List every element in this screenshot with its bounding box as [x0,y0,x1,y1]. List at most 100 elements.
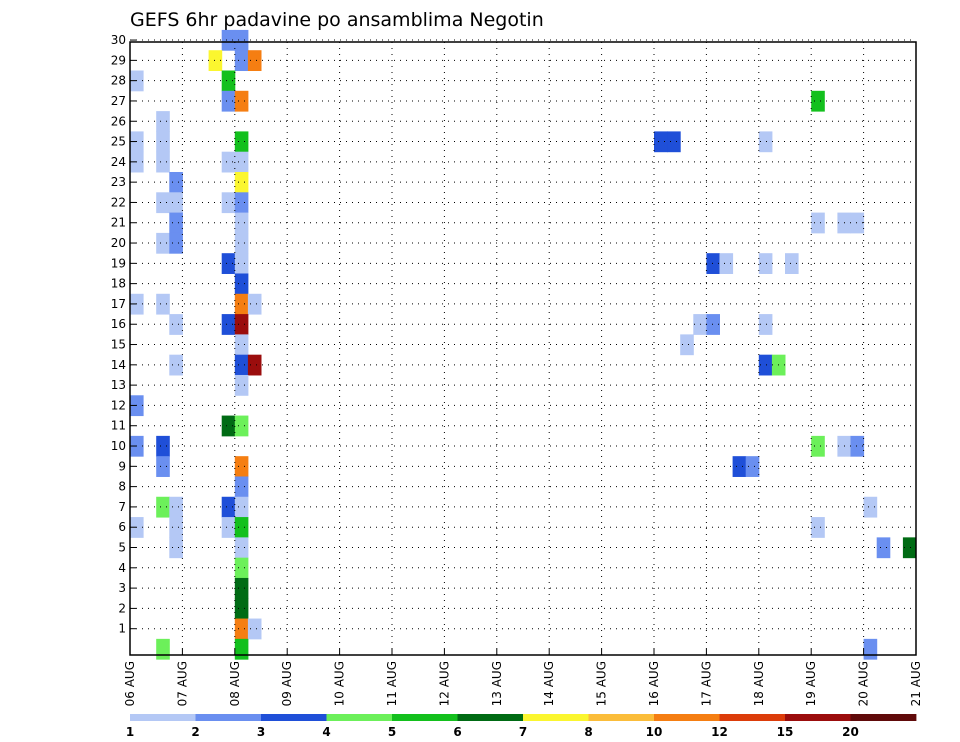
heatmap-cell [156,435,170,457]
colorbar-tick-label: 4 [322,725,330,739]
heatmap-cell [221,496,236,518]
y-tick-label: 7 [118,500,126,514]
heatmap-cell [156,192,170,214]
heatmap-cell [234,577,249,599]
heatmap-cell [234,29,249,51]
colorbar-tick-label: 5 [388,725,396,739]
y-tick-label: 18 [111,277,126,291]
heatmap-cell [169,537,183,559]
x-tick-label: 20 AUG [857,661,871,706]
heatmap-cell [234,151,249,173]
y-tick-label: 29 [111,53,126,67]
heatmap-cell [719,253,734,274]
heatmap-cell [234,293,249,315]
y-tick-label: 6 [118,520,126,534]
y-tick-label: 19 [111,256,126,270]
y-tick-label: 22 [111,195,126,209]
heatmap-cell [221,151,236,173]
heatmap-cell [758,354,773,376]
y-tick-label: 13 [111,378,126,392]
heatmap-cell [221,314,236,335]
heatmap-cell [234,557,249,579]
heatmap-cell [234,232,249,254]
colorbar-tick-label: 2 [191,725,199,739]
heatmap-cell [156,638,170,660]
colorbar-tick-label: 6 [453,725,461,739]
y-tick-label: 20 [111,236,126,250]
colorbar-segment [850,714,917,721]
y-tick-label: 15 [111,338,126,352]
heatmap-cell [234,131,249,153]
heatmap-cell [876,537,891,559]
x-tick-label: 09 AUG [280,661,294,706]
heatmap-cell [221,70,236,92]
heatmap-cell [234,171,249,193]
heatmap-cell [234,212,249,234]
heatmap-cell [247,618,262,640]
heatmap-cell [234,517,249,538]
x-tick-label: 06 AUG [123,661,137,706]
heatmap-cell [706,314,720,335]
heatmap-cell [156,496,170,518]
heatmap-cell [169,171,183,193]
heatmap-cell [156,456,170,477]
y-tick-label: 25 [111,135,126,149]
colorbar-segment [195,714,262,721]
y-tick-label: 23 [111,175,126,189]
heatmap-cell [863,496,878,518]
heatmap-cell [811,90,825,112]
x-tick-label: 07 AUG [175,661,189,706]
x-tick-label: 18 AUG [752,661,766,706]
plot-frame [129,41,917,656]
heatmap-cell [234,456,249,477]
colorbar-tick-label: 10 [646,725,663,739]
heatmap-cell [758,253,773,274]
heatmap-cell [234,638,249,660]
x-tick-label: 15 AUG [595,661,609,706]
heatmap-cell [247,293,262,315]
heatmap-cell [667,131,681,153]
grid-layer [130,39,916,655]
heatmap-cell [221,517,236,538]
colorbar-segment [588,714,655,721]
x-tick-label: 11 AUG [385,661,399,706]
heatmap-cell [156,232,170,254]
x-tick-label: 12 AUG [437,661,451,706]
y-tick-label: 8 [118,480,126,494]
y-tick-label: 30 [111,33,126,47]
colorbar-segment [654,714,720,721]
y-tick-label: 1 [118,622,126,636]
heatmap-cell [234,273,249,295]
y-tick-label: 4 [118,561,126,575]
colorbar-tick-label: 15 [777,725,794,739]
y-tick-label: 11 [111,419,126,433]
x-tick-label: 14 AUG [542,661,556,706]
heatmap-cell [234,50,249,72]
heatmap-cell [234,253,249,274]
x-tick-label: 10 AUG [333,661,347,706]
heatmap-cell [169,192,183,214]
heatmap-cell [234,374,249,396]
heatmap-cell [247,50,262,72]
heatmap-cell [234,476,249,498]
heatmap-cell [902,537,917,559]
heatmap-cell [758,131,773,153]
y-tick-label: 12 [111,398,126,412]
heatmap-cell [169,354,183,376]
y-tick-label: 17 [111,297,126,311]
heatmap-cell [811,212,825,234]
colorbar-segment [261,714,327,721]
colorbar-segment [523,714,589,721]
heatmap-cell [850,435,865,457]
heatmap-cell [234,618,249,640]
heatmap-cell [234,192,249,214]
heatmap-cell [221,29,236,51]
colorbar-segment [130,714,196,721]
y-tick-label: 26 [111,114,126,128]
heatmap-cell [169,496,183,518]
heatmap-cell [221,90,236,112]
heatmap-cell [156,293,170,315]
colorbar-segment [392,714,458,721]
x-tick-label: 13 AUG [490,661,504,706]
y-tick-label: 3 [118,581,126,595]
